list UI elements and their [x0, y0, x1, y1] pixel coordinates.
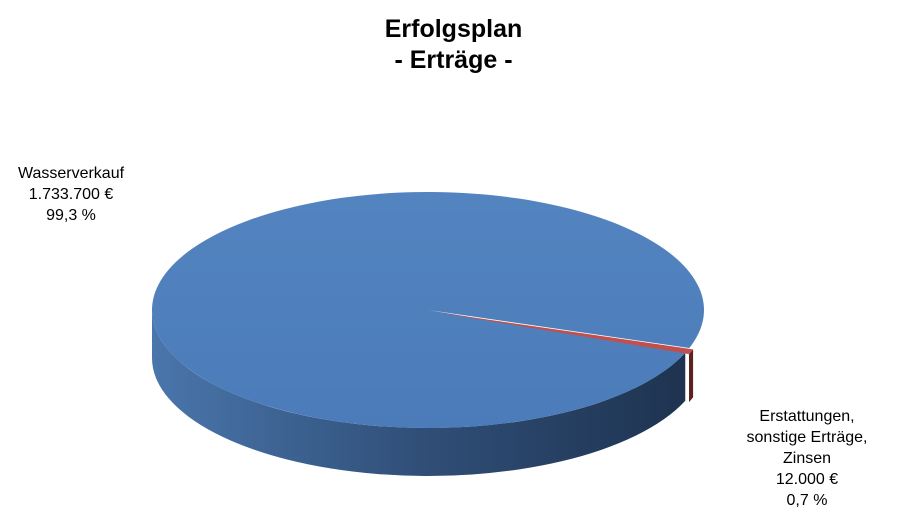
- slice-label-name: Wasserverkauf: [17, 165, 125, 182]
- pie-side-wasserverkauf: [152, 310, 686, 476]
- slice-label-name-line-2: sonstige Erträge,: [746, 429, 868, 446]
- slice-label-value: 12.000 €: [775, 471, 839, 488]
- slice-label-name-line-3: Zinsen: [782, 450, 832, 467]
- chart-title-line-1: Erfolgsplan: [384, 15, 523, 43]
- slice-label-value: 1.733.700 €: [28, 186, 114, 203]
- pie-slice-erstattungen: [431, 311, 694, 355]
- slice-label-percent: 99,3 %: [46, 207, 96, 224]
- pie-side-erstattungen: [689, 349, 694, 403]
- chart-title: Erfolgsplan - Erträge -: [0, 14, 907, 76]
- pie-slice-wasserverkauf: [152, 191, 705, 428]
- slice-label-name-line-1: Erstattungen,: [759, 408, 855, 425]
- slice-label-wasserverkauf: Wasserverkauf 1.733.700 € 99,3 %: [4, 163, 138, 226]
- slice-label-erstattungen: Erstattungen, sonstige Erträge, Zinsen 1…: [722, 406, 892, 511]
- slice-label-percent: 0,7 %: [786, 492, 828, 509]
- chart-title-line-2: - Erträge -: [394, 46, 513, 74]
